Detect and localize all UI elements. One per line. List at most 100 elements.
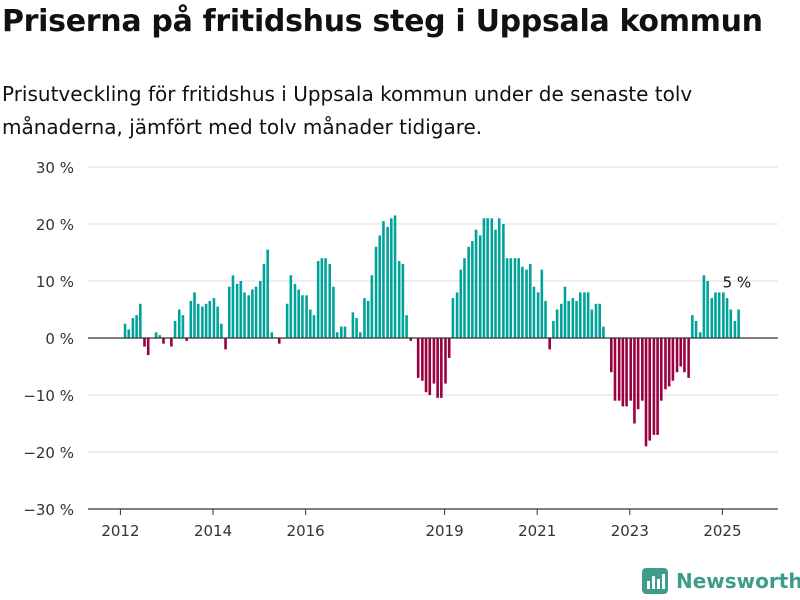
x-tick-label: 2012 bbox=[101, 522, 139, 540]
bar bbox=[285, 303, 289, 338]
bar bbox=[687, 338, 690, 378]
bar bbox=[131, 318, 135, 338]
brand-name: Newsworthy bbox=[676, 569, 800, 593]
bar bbox=[416, 338, 420, 378]
bar bbox=[505, 258, 509, 338]
bar bbox=[382, 221, 385, 338]
bar bbox=[251, 289, 254, 338]
y-tick-label: 10 % bbox=[36, 273, 74, 291]
bar bbox=[513, 258, 517, 338]
bar bbox=[374, 246, 378, 338]
bar bbox=[397, 261, 401, 338]
bar bbox=[722, 292, 725, 338]
bar bbox=[386, 226, 389, 338]
bar bbox=[366, 300, 370, 338]
bar bbox=[204, 303, 208, 338]
bar bbox=[266, 249, 269, 338]
y-tick-label: −10 % bbox=[23, 387, 74, 405]
bar bbox=[208, 300, 212, 338]
bar bbox=[146, 338, 150, 356]
chart-title: Priserna på fritidshus steg i Uppsala ko… bbox=[2, 4, 763, 39]
bar bbox=[293, 283, 297, 338]
bar bbox=[717, 292, 721, 338]
bar bbox=[729, 309, 733, 338]
bar bbox=[710, 298, 714, 338]
bar bbox=[181, 315, 185, 338]
bar bbox=[737, 309, 740, 338]
bar bbox=[301, 295, 304, 338]
bar bbox=[471, 241, 474, 338]
bar bbox=[216, 306, 219, 338]
bar bbox=[714, 292, 717, 338]
bar bbox=[594, 303, 598, 338]
bar bbox=[578, 292, 582, 338]
y-tick-label: −30 % bbox=[23, 501, 74, 519]
bar bbox=[127, 329, 131, 338]
bar bbox=[421, 338, 424, 381]
x-tick-label: 2023 bbox=[611, 522, 649, 540]
bar bbox=[641, 338, 644, 401]
bar bbox=[497, 218, 501, 338]
bar bbox=[393, 215, 397, 338]
bar bbox=[648, 338, 652, 441]
bar bbox=[154, 332, 158, 338]
bar bbox=[494, 229, 497, 338]
bar bbox=[702, 275, 706, 338]
bar bbox=[478, 235, 482, 338]
bar bbox=[725, 298, 729, 338]
bar bbox=[432, 338, 436, 384]
bar bbox=[231, 275, 235, 338]
bar bbox=[598, 303, 602, 338]
bar bbox=[185, 338, 188, 341]
x-tick-label: 2016 bbox=[287, 522, 325, 540]
bar bbox=[486, 218, 489, 338]
newsworthy-logo-icon bbox=[642, 568, 668, 594]
bar bbox=[617, 338, 621, 401]
bar bbox=[262, 263, 266, 338]
bar bbox=[463, 258, 466, 338]
bar bbox=[664, 338, 667, 390]
bar bbox=[370, 275, 374, 338]
bar bbox=[239, 281, 243, 338]
bar bbox=[289, 275, 293, 338]
bar bbox=[586, 292, 590, 338]
bar bbox=[305, 295, 308, 338]
bar bbox=[525, 269, 528, 338]
bar bbox=[328, 263, 332, 338]
bar bbox=[660, 338, 663, 401]
bar bbox=[220, 323, 223, 338]
bar bbox=[335, 332, 339, 338]
x-tick-label: 2019 bbox=[425, 522, 463, 540]
bar bbox=[502, 224, 505, 338]
bar bbox=[459, 269, 463, 338]
bar bbox=[555, 309, 559, 338]
bar bbox=[227, 286, 231, 338]
bar bbox=[444, 338, 447, 384]
y-tick-label: 20 % bbox=[36, 216, 74, 234]
bar bbox=[258, 281, 262, 338]
y-tick-label: −20 % bbox=[23, 444, 74, 462]
bar bbox=[308, 309, 312, 338]
bar bbox=[532, 286, 536, 338]
bar bbox=[212, 298, 216, 338]
bar bbox=[201, 306, 204, 338]
bar bbox=[343, 326, 347, 338]
bar bbox=[320, 258, 324, 338]
bar bbox=[590, 309, 594, 338]
bar bbox=[540, 269, 544, 338]
bar bbox=[698, 332, 702, 338]
bar bbox=[706, 281, 709, 338]
bar bbox=[297, 289, 300, 338]
bar bbox=[390, 218, 393, 338]
bar bbox=[644, 338, 648, 447]
bar bbox=[409, 338, 413, 341]
bar bbox=[436, 338, 439, 398]
bar bbox=[363, 298, 366, 338]
x-tick-label: 2025 bbox=[703, 522, 741, 540]
bar bbox=[123, 323, 127, 338]
bar bbox=[575, 300, 578, 338]
bar bbox=[158, 335, 162, 338]
bar bbox=[224, 338, 227, 350]
y-tick-label: 0 % bbox=[45, 330, 74, 348]
bar bbox=[602, 326, 605, 338]
